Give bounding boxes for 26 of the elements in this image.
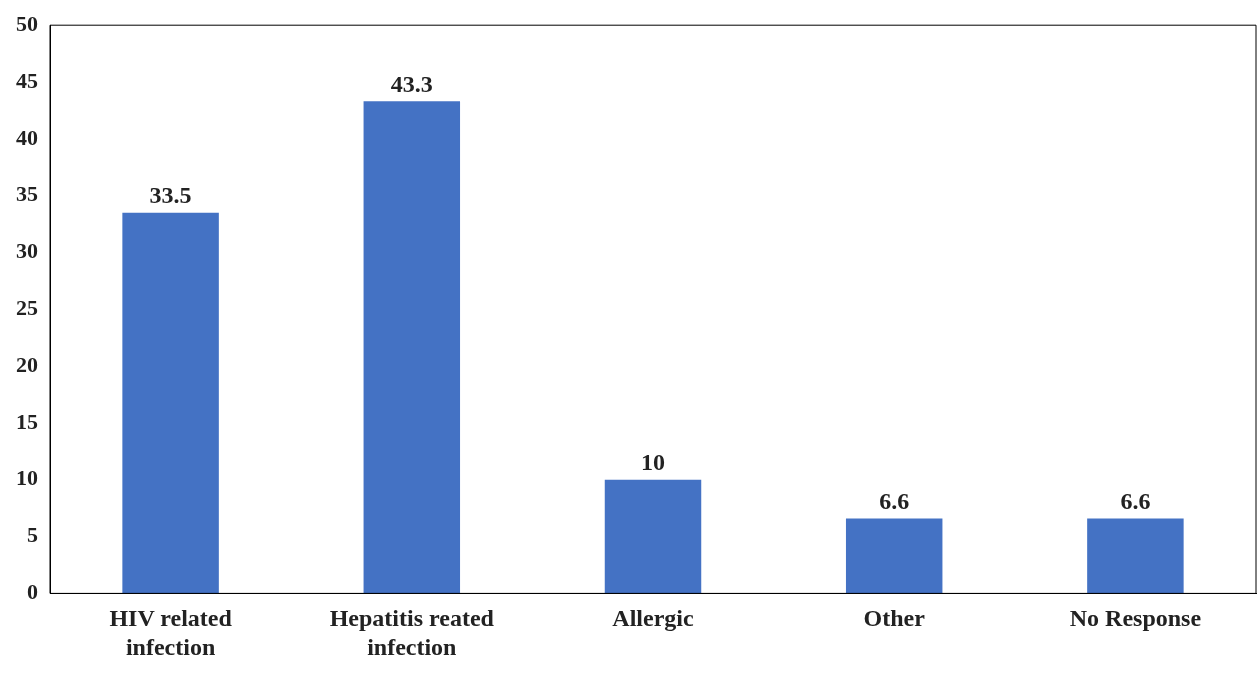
x-tick-label: HIV related infection xyxy=(109,605,233,660)
bar xyxy=(363,101,461,594)
x-tick-label: Allergic xyxy=(612,605,694,631)
x-tick-label: Other xyxy=(863,605,926,631)
y-tick-label: 40 xyxy=(16,124,38,150)
bar xyxy=(122,212,219,594)
x-tick-label: No Response xyxy=(1069,605,1202,631)
bar xyxy=(1087,518,1184,594)
data-label: 10 xyxy=(641,448,665,475)
y-tick-label: 45 xyxy=(16,67,38,93)
data-label: 6.6 xyxy=(879,487,910,514)
y-tick-label: 30 xyxy=(16,238,38,264)
y-tick-label: 10 xyxy=(16,465,38,491)
y-tick-label: 25 xyxy=(16,294,38,320)
y-tick-label: 50 xyxy=(16,10,38,36)
y-tick-label: 0 xyxy=(27,579,38,605)
data-label: 33.5 xyxy=(149,181,192,208)
bar xyxy=(604,479,702,594)
bar xyxy=(845,518,943,594)
data-label: 6.6 xyxy=(1120,487,1151,514)
y-tick-label: 15 xyxy=(16,408,38,434)
y-tick-label: 5 xyxy=(27,522,38,548)
x-tick-label: Hepatitis reated infection xyxy=(329,605,495,660)
y-tick-label: 35 xyxy=(16,181,38,207)
data-label: 43.3 xyxy=(390,70,433,97)
y-tick-label: 20 xyxy=(16,351,38,377)
